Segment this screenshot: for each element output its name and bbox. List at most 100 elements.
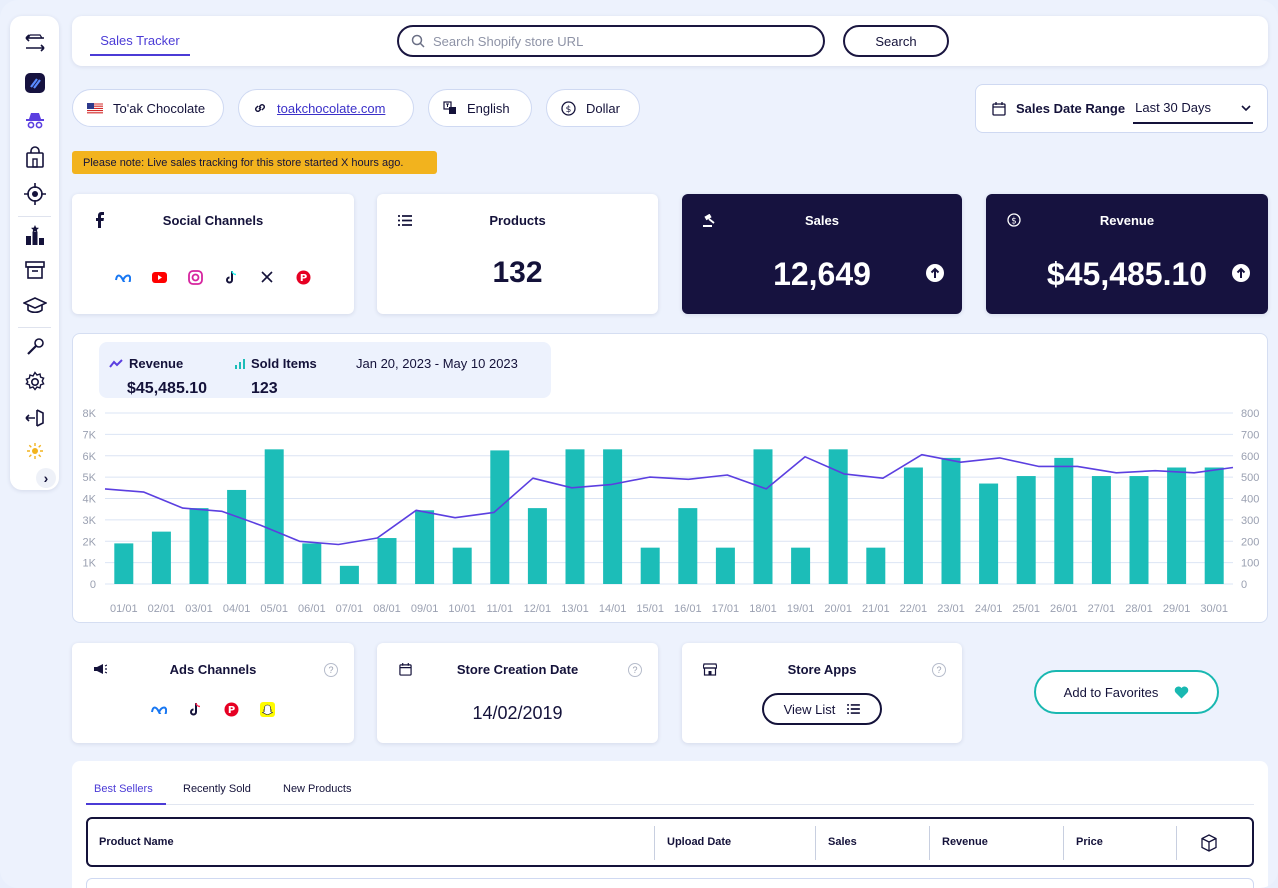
meta-icon[interactable] [114,268,132,286]
chart-bar [979,483,999,584]
y-tick-right: 600 [1241,451,1259,463]
x-tick-label: 26/01 [1050,603,1078,615]
expand-sidebar-button[interactable]: › [36,468,56,488]
x-tick-label: 11/01 [486,603,513,615]
chart-bar [114,543,134,584]
top-bar: Sales Tracker Search Shopify store URL S… [72,16,1268,66]
ads-channels-title: Ads Channels [169,662,257,677]
x-tick-label: 29/01 [1163,603,1191,615]
col-product-name[interactable]: Product Name [99,836,174,848]
x-tick-label: 08/01 [373,603,401,615]
x-tick-label: 04/01 [223,603,251,615]
chart-bar [452,547,472,584]
logout-icon[interactable] [22,405,47,430]
chart-bar [828,449,848,584]
store-url-link[interactable]: toakchocolate.com [277,100,386,116]
shopping-bag-icon[interactable] [22,144,47,169]
help-icon[interactable]: ? [932,663,946,677]
y-tick-left: 4K [83,494,97,506]
sun-icon[interactable] [22,438,47,463]
arrow-up-icon [1232,264,1250,282]
x-tick-label: 27/01 [1088,603,1116,615]
archive-icon[interactable] [22,257,47,282]
svg-text:$: $ [1011,216,1016,226]
sales-date-range: Sales Date Range Last 30 Days [975,84,1268,133]
date-range-label: Sales Date Range [1016,101,1126,116]
svg-text:P: P [227,705,234,716]
chart-legend: Revenue $45,485.10 Sold Items 123 Jan 20… [99,342,551,398]
revenue-title: Revenue [1099,213,1155,228]
instagram-icon[interactable] [186,268,204,286]
svg-text:P: P [299,273,306,284]
spy-icon[interactable] [22,108,47,133]
y-tick-right: 0 [1241,579,1247,591]
x-tick-label: 30/01 [1200,603,1228,615]
y-tick-left: 1K [83,558,97,570]
col-sales[interactable]: Sales [828,836,857,848]
chart-bar [302,543,322,584]
trend-line-icon [109,358,123,368]
search-button[interactable]: Search [843,25,949,57]
chart-bar [753,449,773,584]
chart-bar [189,508,209,584]
tiktok-icon[interactable] [222,268,240,286]
x-tick-label: 23/01 [937,603,965,615]
legend-sold-label: Sold Items [251,356,317,371]
x-tick-label: 18/01 [749,603,777,615]
table-row[interactable] [86,878,1254,888]
x-tick-label: 15/01 [636,603,664,615]
store-url-pill[interactable]: toakchocolate.com [238,89,414,127]
calendar-icon [397,661,413,677]
active-tab-underline [86,803,166,805]
app-logo-icon[interactable] [22,70,47,95]
store-icon [702,661,718,677]
chart-bar [565,449,585,584]
column-divider [1176,826,1177,860]
store-swap-icon[interactable] [22,30,47,55]
target-icon[interactable] [22,181,47,206]
add-to-favorites-button[interactable]: Add to Favorites [1034,670,1219,714]
help-icon[interactable]: ? [324,663,338,677]
column-divider [929,826,930,860]
youtube-icon[interactable] [150,268,168,286]
col-revenue[interactable]: Revenue [942,836,988,848]
col-price[interactable]: Price [1076,836,1103,848]
y-tick-left: 3K [83,515,97,527]
graduation-cap-icon[interactable] [22,292,47,317]
tab-sales-tracker[interactable]: Sales Tracker [90,26,190,56]
view-list-button[interactable]: View List [762,693,882,725]
x-tick-label: 13/01 [561,603,589,615]
search-input[interactable]: Search Shopify store URL [397,25,825,57]
snapchat-icon[interactable] [258,700,276,718]
add-to-favorites-label: Add to Favorites [1063,684,1159,700]
translate-icon [443,101,456,114]
ranking-icon[interactable] [22,222,47,247]
tab-best-sellers[interactable]: Best Sellers [94,783,153,795]
legend-revenue: Revenue [109,356,183,371]
date-range-select[interactable]: Last 30 Days [1133,94,1254,124]
store-currency: Dollar [586,100,620,116]
x-tick-label: 25/01 [1012,603,1040,615]
y-tick-left: 2K [83,536,97,548]
chart-bar [151,531,171,584]
column-divider [654,826,655,860]
sales-title: Sales [805,213,839,228]
pinterest-icon[interactable]: P [222,700,240,718]
tab-new-products[interactable]: New Products [283,783,352,795]
help-icon[interactable]: ? [628,663,642,677]
tools-icon[interactable] [22,334,47,359]
x-icon[interactable] [258,268,276,286]
chart-bar [227,489,247,584]
chevron-down-icon [1241,104,1251,111]
tiktok-icon[interactable] [186,700,204,718]
x-tick-label: 02/01 [148,603,176,615]
chart-bar [640,547,660,584]
col-upload-date[interactable]: Upload Date [667,836,732,848]
tab-recently-sold[interactable]: Recently Sold [183,783,251,795]
social-channels-title: Social Channels [162,213,264,228]
pinterest-icon[interactable]: P [294,268,312,286]
meta-icon[interactable] [150,700,168,718]
settings-icon[interactable] [22,369,47,394]
chart-bar [941,457,961,584]
